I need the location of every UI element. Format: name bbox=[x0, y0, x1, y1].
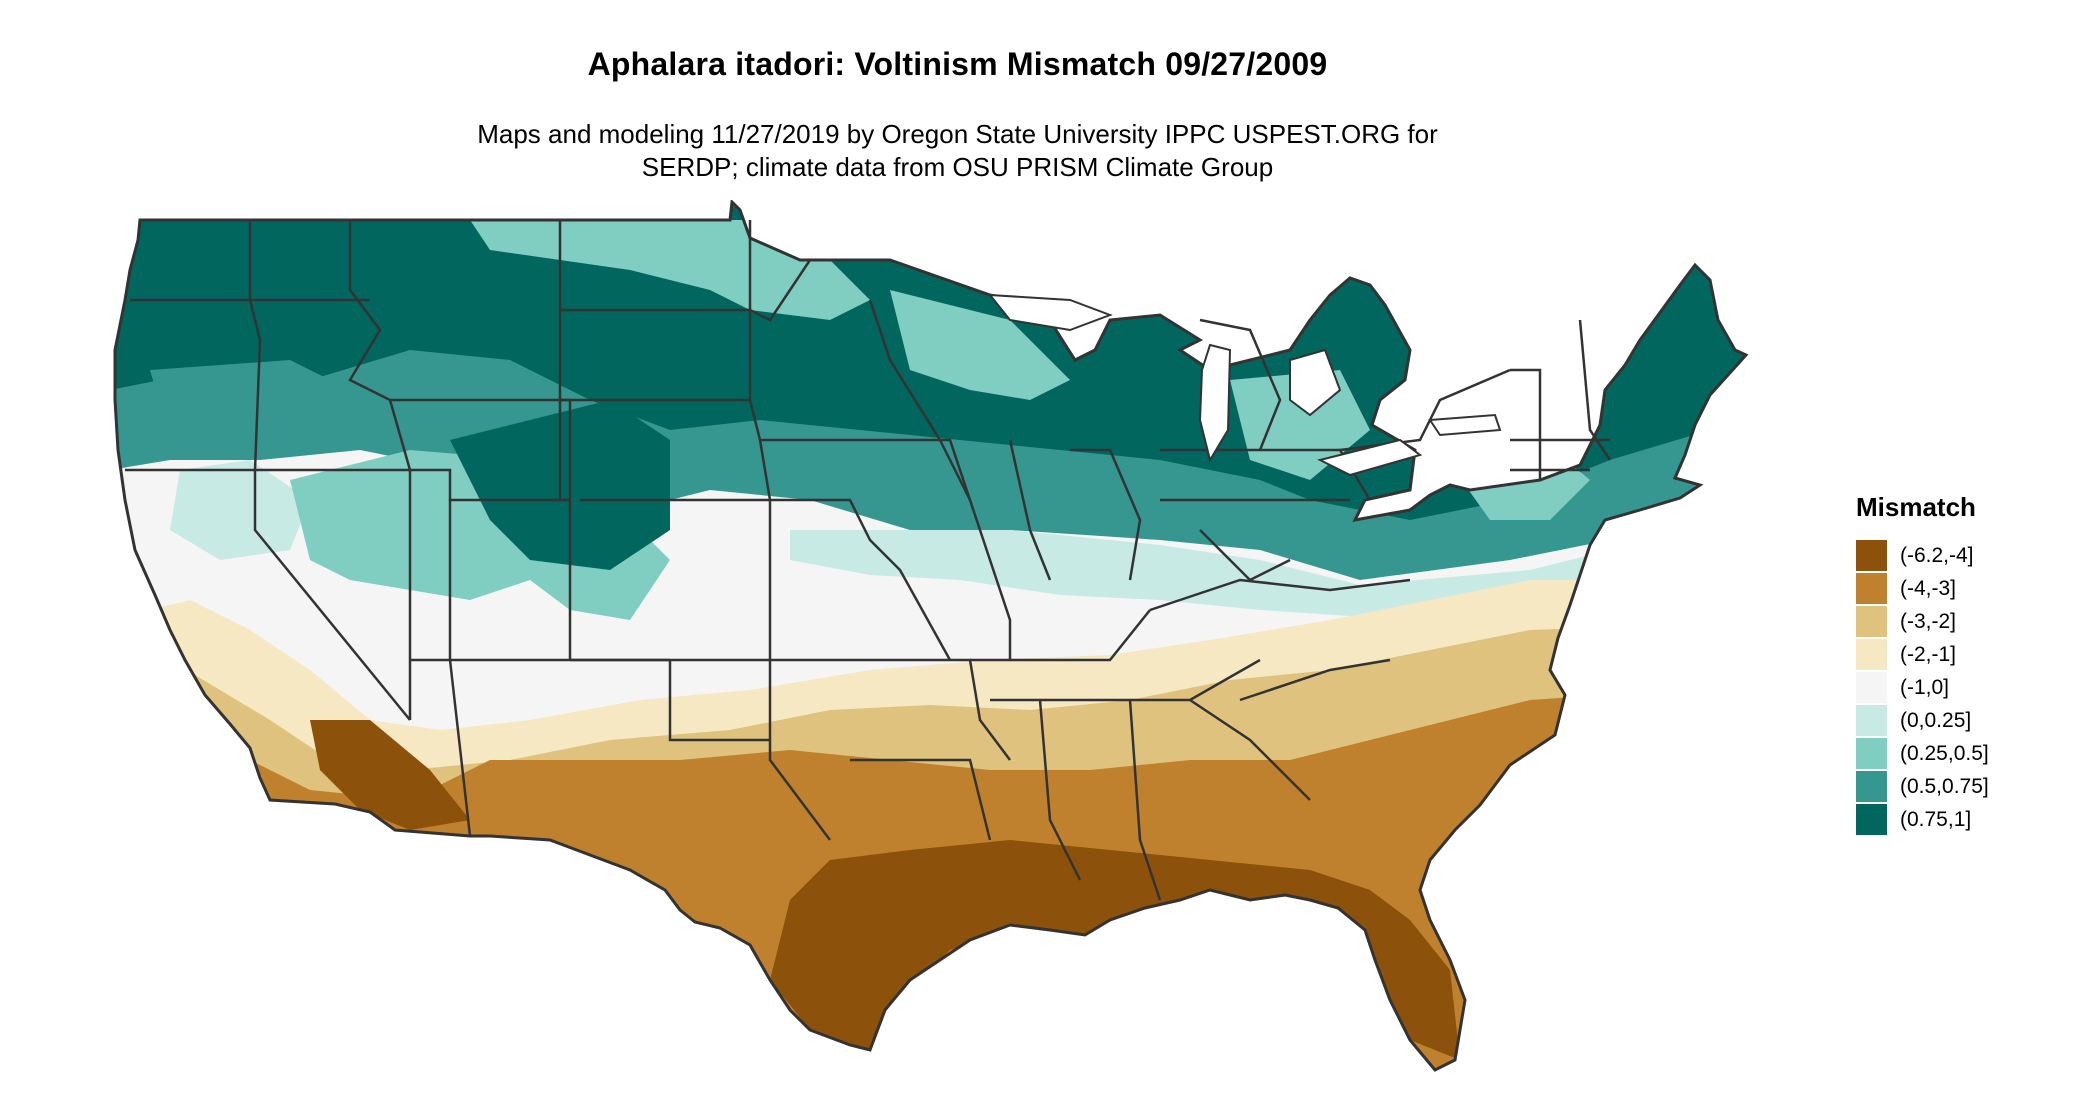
lake-huron bbox=[1289, 348, 1342, 417]
legend-swatch bbox=[1856, 606, 1887, 637]
ia-mn-mo-border bbox=[760, 438, 972, 501]
legend-item: (0.5,0.75] bbox=[1856, 770, 2076, 803]
lake-michigan bbox=[1198, 343, 1232, 463]
nv-ut-border bbox=[255, 468, 412, 720]
legend-label: (0.5,0.75] bbox=[1900, 774, 1989, 798]
legend-items: (-6.2,-4] (-4,-3] (-3,-2] (-2,-1] (-1,0] (0,0… bbox=[1856, 539, 2076, 836]
legend-item: (0.75,1] bbox=[1856, 803, 2076, 836]
zone-teal-pale bbox=[790, 530, 1630, 620]
zone-teal-pale-west bbox=[170, 460, 310, 560]
wi-border bbox=[868, 299, 942, 441]
legend-item: (-3,-2] bbox=[1856, 605, 2076, 638]
us-map bbox=[110, 200, 1820, 1100]
map-title: Aphalara itadori: Voltinism Mismatch 09/… bbox=[587, 46, 1328, 82]
ut-wy-co-border bbox=[410, 468, 570, 502]
mismatch-raster bbox=[115, 202, 1746, 1070]
legend-item: (-4,-3] bbox=[1856, 572, 2076, 605]
legend-swatch bbox=[1856, 771, 1887, 802]
legend-label: (-6.2,-4] bbox=[1900, 543, 1974, 567]
zone-teal-light-michigan bbox=[1230, 370, 1370, 480]
lake-erie bbox=[1317, 438, 1423, 477]
map-legend: Mismatch (-6.2,-4] (-4,-3] (-3,-2] (-2,-1](… bbox=[1856, 492, 2076, 836]
tx-east-border bbox=[768, 660, 831, 841]
subtitle-line-1: Maps and modeling 11/27/2019 by Oregon S… bbox=[477, 119, 1438, 149]
ky-tn-border bbox=[970, 609, 1151, 662]
ar-border bbox=[770, 658, 1011, 761]
legend-item: (0,0.25] bbox=[1856, 704, 2076, 737]
lake-superior bbox=[987, 293, 1113, 332]
legend-swatch bbox=[1856, 705, 1887, 736]
oh-border bbox=[1070, 448, 1142, 581]
legend-label: (0.25,0.5] bbox=[1900, 741, 1989, 765]
zone-brown-dark-az bbox=[310, 720, 470, 830]
va-nc-border bbox=[1149, 578, 1411, 612]
legend-label: (-1,0] bbox=[1900, 675, 1950, 699]
ga-sc-border bbox=[1189, 698, 1311, 801]
legend-label: (-2,-1] bbox=[1900, 642, 1957, 666]
mn-border bbox=[749, 258, 890, 322]
legend-swatch bbox=[1856, 639, 1887, 670]
ca-nv-border bbox=[253, 470, 411, 721]
legend-swatch bbox=[1856, 573, 1887, 604]
zone-teal-mid-nw bbox=[150, 360, 370, 450]
la-border bbox=[850, 758, 992, 841]
great-lakes bbox=[987, 293, 1502, 477]
ms-al-border bbox=[1038, 699, 1082, 881]
legend-swatch bbox=[1856, 672, 1887, 703]
legend-label: (-4,-3] bbox=[1900, 576, 1957, 600]
wa-id-border bbox=[248, 220, 262, 471]
mi-border bbox=[1199, 318, 1282, 451]
state-boundaries bbox=[125, 220, 1612, 901]
al-ga-border bbox=[1128, 699, 1162, 901]
wv-border bbox=[1199, 529, 1291, 582]
legend-item: (-6.2,-4] bbox=[1856, 539, 2076, 572]
legend-label: (0,0.25] bbox=[1900, 708, 1972, 732]
us-map-svg bbox=[113, 200, 1748, 1072]
legend-swatch bbox=[1856, 804, 1887, 835]
map-subtitle: Maps and modeling 11/27/2019 by Oregon S… bbox=[0, 118, 1915, 184]
legend-label: (0.75,1] bbox=[1900, 807, 1972, 831]
legend-swatch bbox=[1856, 738, 1887, 769]
legend-item: (-1,0] bbox=[1856, 671, 2076, 704]
in-border bbox=[1008, 439, 1052, 581]
subtitle-line-2: SERDP; climate data from OSU PRISM Clima… bbox=[641, 152, 1274, 182]
legend-label: (-3,-2] bbox=[1900, 609, 1957, 633]
zone-teal-light-midwest bbox=[890, 290, 1070, 400]
id-mt-border bbox=[348, 220, 412, 471]
mo-border bbox=[770, 498, 952, 661]
nc-sc-border bbox=[1239, 658, 1391, 702]
tx-panhandle bbox=[668, 660, 770, 742]
legend-item: (-2,-1] bbox=[1856, 638, 2076, 671]
legend-item: (0.25,0.5] bbox=[1856, 737, 2076, 770]
legend-title: Mismatch bbox=[1856, 492, 1976, 522]
lake-ontario bbox=[1428, 413, 1502, 437]
il-border bbox=[938, 439, 1012, 660]
vt-nh-border bbox=[1510, 368, 1542, 480]
me-nh-border bbox=[1578, 319, 1612, 461]
legend-swatch bbox=[1856, 540, 1887, 571]
